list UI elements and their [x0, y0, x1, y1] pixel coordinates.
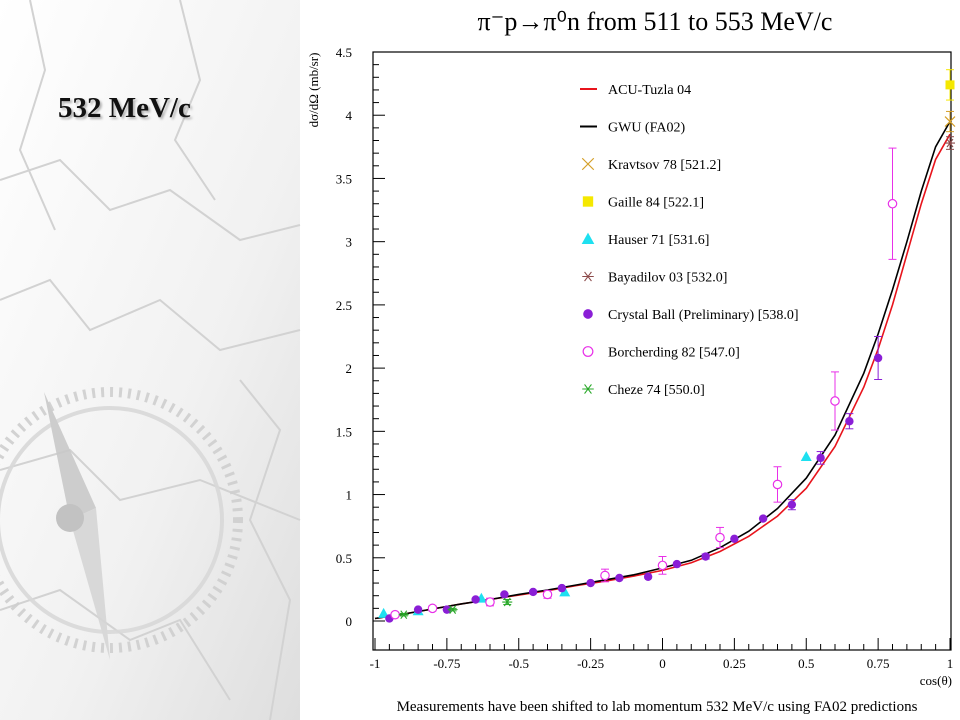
data-point	[559, 586, 571, 597]
compass-icon	[0, 387, 243, 660]
legend-label: Crystal Ball (Preliminary) [538.0]	[608, 308, 799, 323]
data-point	[945, 138, 955, 148]
data-point	[542, 589, 553, 600]
legend-marker	[582, 196, 594, 207]
x-tick-label: 0	[659, 656, 666, 671]
data-point	[500, 590, 509, 599]
data-point	[944, 116, 956, 127]
map-lines	[0, 0, 301, 720]
y-tick-label: 1	[346, 488, 353, 503]
data-point	[800, 451, 812, 462]
footnote: Measurements have been shifted to lab mo…	[397, 699, 918, 715]
legend-marker	[581, 232, 595, 245]
legend-label: Gaille 84 [522.1]	[608, 196, 704, 211]
data-point	[758, 514, 768, 523]
x-tick-label: 0.5	[798, 656, 814, 671]
data-point	[502, 597, 513, 607]
data-point	[657, 560, 668, 571]
legend-marker	[581, 157, 595, 171]
data-point	[830, 396, 840, 406]
y-tick-label: 3.5	[336, 171, 352, 186]
data-point	[390, 609, 400, 620]
y-tick-label: 3	[346, 235, 353, 250]
data-point	[643, 572, 653, 581]
data-point	[672, 559, 682, 569]
data-point	[427, 603, 438, 614]
data-point	[378, 607, 390, 618]
legend-marker	[582, 346, 594, 357]
legend-label: Hauser 71 [531.6]	[608, 233, 709, 248]
y-tick-label: 0	[346, 614, 353, 629]
legend-marker	[583, 309, 593, 319]
data-point	[586, 578, 595, 588]
data-point	[600, 570, 610, 581]
data-point	[887, 198, 898, 209]
legend-label: Borcherding 82 [547.0]	[608, 346, 740, 361]
x-tick-label: -0.5	[508, 656, 529, 671]
x-tick-label: 0.75	[867, 656, 890, 671]
y-tick-label: 4.5	[336, 45, 352, 60]
y-tick-label: 2.5	[336, 298, 352, 313]
data-point	[772, 479, 783, 490]
data-point	[471, 595, 480, 604]
slide-title: 532 MeV/c	[58, 92, 191, 124]
data-point	[845, 417, 854, 426]
data-point	[787, 500, 797, 509]
legend-label: Cheze 74 [550.0]	[608, 383, 705, 398]
data-point	[485, 597, 495, 607]
legend-label: ACU-Tuzla 04	[608, 83, 691, 98]
y-tick-label: 4	[346, 108, 353, 123]
legend-marker	[582, 384, 594, 394]
y-tick-label: 1.5	[336, 424, 352, 439]
legend-marker	[582, 271, 594, 282]
data-point	[442, 605, 452, 614]
data-point	[873, 353, 883, 363]
y-tick-label: 2	[346, 361, 353, 376]
data-point	[715, 532, 725, 543]
data-point	[816, 453, 825, 463]
legend-label: Kravtsov 78 [521.2]	[608, 158, 721, 173]
chart: π⁻p→π⁰n from 511 to 553 MeV/c dσ/dΩ (mb/…	[306, 7, 956, 715]
data-point	[557, 583, 567, 593]
x-tick-label: 1	[947, 656, 954, 671]
x-tick-label: -0.75	[433, 656, 460, 671]
data-point	[398, 610, 409, 620]
data-point	[413, 605, 423, 614]
legend-label: Bayadilov 03 [532.0]	[608, 271, 727, 286]
chart-title: π⁻p→π⁰n from 511 to 553 MeV/c	[478, 7, 833, 36]
data-point	[730, 534, 739, 544]
x-axis-label: cos(θ)	[920, 673, 952, 688]
x-tick-label: -1	[370, 656, 381, 671]
data-point	[945, 80, 955, 90]
y-axis-label: dσ/dΩ (mb/sr)	[306, 53, 321, 128]
x-tick-label: -0.25	[577, 656, 604, 671]
x-tick-label: 0.25	[723, 656, 746, 671]
y-tick-label: 0.5	[336, 551, 352, 566]
data-point	[528, 587, 538, 597]
data-point	[615, 573, 624, 583]
data-point	[447, 605, 458, 614]
data-point	[701, 552, 710, 561]
legend-label: GWU (FA02)	[608, 121, 685, 136]
